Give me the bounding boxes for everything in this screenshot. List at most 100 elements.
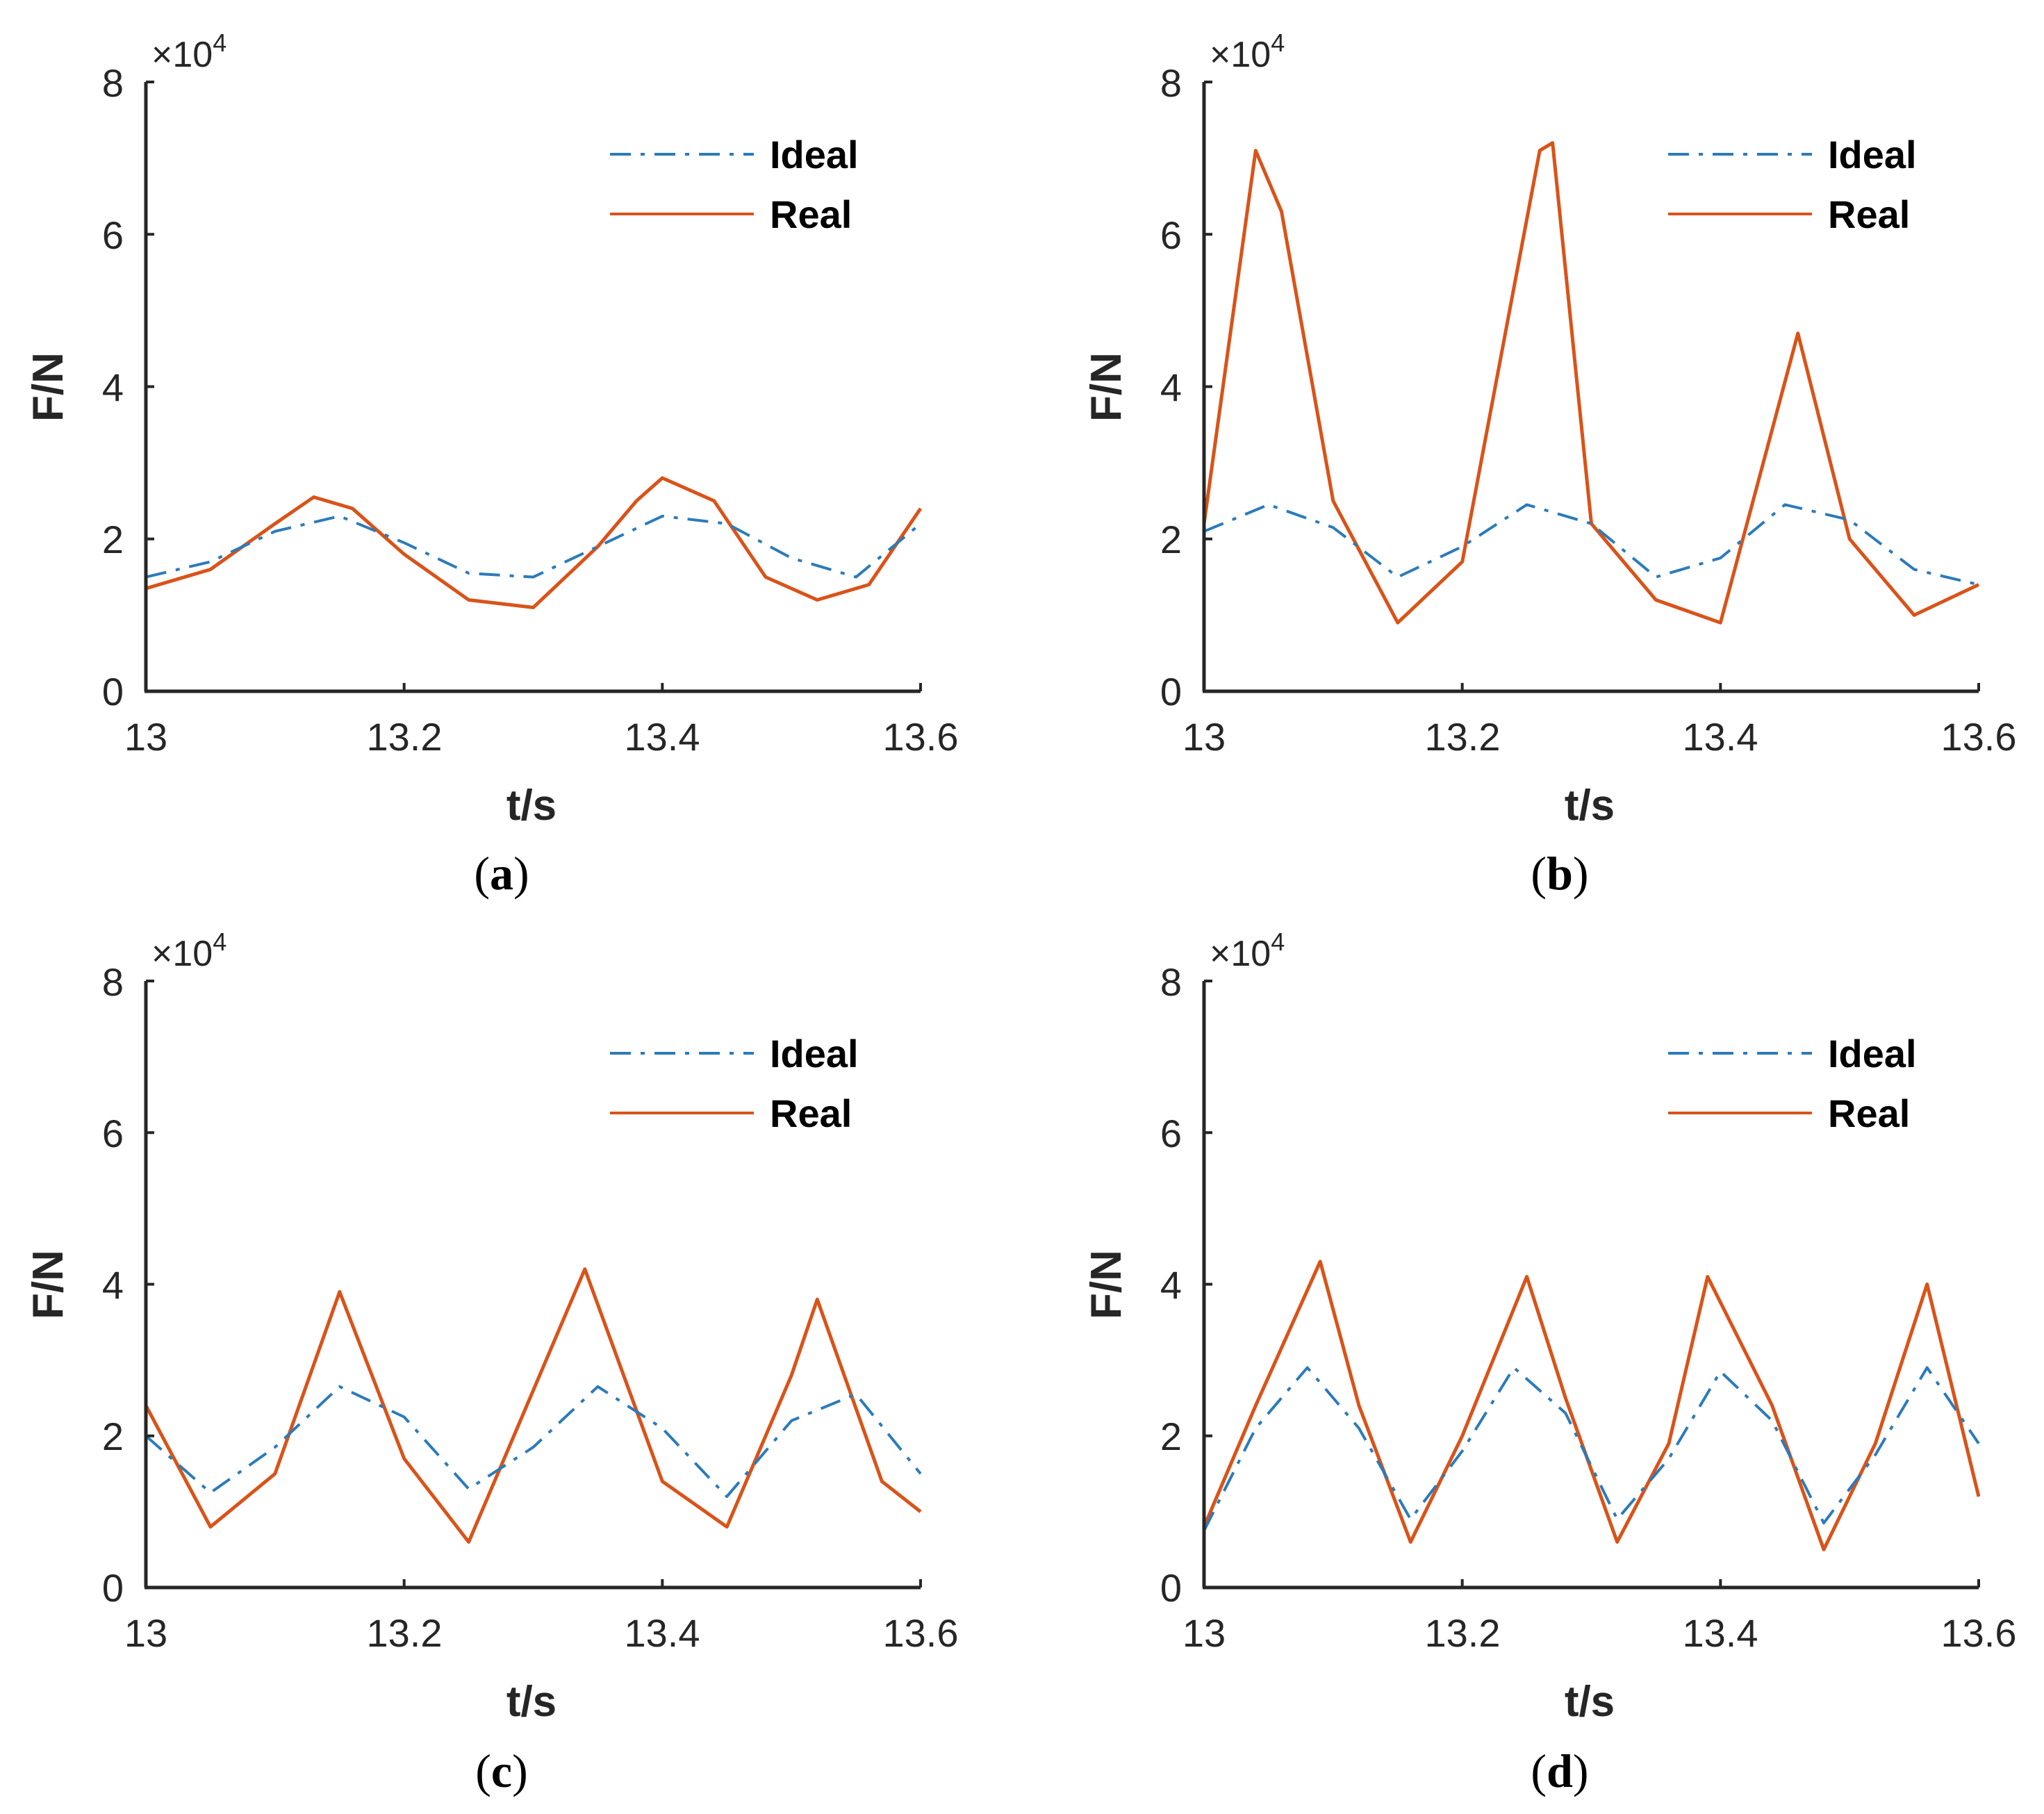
legend-d: Ideal Real	[1668, 1032, 1917, 1135]
y-multiplier-exp-d: 4	[1271, 927, 1285, 956]
ideal-line-b	[1203, 503, 1979, 586]
y-ticks-b	[1204, 81, 1212, 693]
x-tick-label-b-3: 13.6	[1941, 715, 2017, 759]
real-line-b	[1202, 141, 1980, 625]
panel-label-d-close: )	[1573, 1745, 1589, 1797]
panel-label-d-letter: d	[1547, 1745, 1573, 1797]
x-ticks-b	[1203, 683, 1980, 691]
y-multiplier-base-c: ×10	[151, 934, 213, 974]
ideal-series-b	[1203, 503, 1979, 586]
x-tick-label-d-2: 13.4	[1683, 1611, 1758, 1655]
panel-c: 0 2 4 6 8 13 13.2 13.4 13.6 ×104 F/N t/s…	[24, 927, 959, 1797]
panel-label-c-letter: c	[491, 1745, 512, 1797]
legend-a: Ideal Real	[610, 133, 859, 236]
x-axis-label-a: t/s	[506, 782, 557, 830]
y-axis-label-b: F/N	[1082, 352, 1130, 422]
ideal-series-c	[145, 1385, 922, 1499]
legend-b: Ideal Real	[1668, 133, 1917, 236]
y-tick-label-a-2: 4	[102, 365, 124, 409]
y-multiplier-exp-c: 4	[213, 927, 226, 956]
y-tick-label-a-0: 0	[102, 670, 124, 714]
panel-label-a-close: )	[513, 847, 529, 900]
panel-label-d: (d)	[1531, 1745, 1588, 1797]
real-series-d	[1202, 1260, 1981, 1551]
ideal-series-a	[145, 514, 922, 579]
x-axis-label-d: t/s	[1565, 1678, 1615, 1726]
x-tick-label-c-3: 13.6	[883, 1611, 959, 1655]
x-tick-label-a-0: 13	[124, 715, 167, 759]
panel-d: 0 2 4 6 8 13 13.2 13.4 13.6 ×104 F/N t/s…	[1082, 927, 2017, 1797]
ideal-line-c	[145, 1385, 922, 1499]
real-line-d	[1202, 1260, 1981, 1551]
x-ticks-c	[145, 1579, 922, 1588]
panel-label-a-letter: a	[490, 847, 513, 900]
y-tick-label-b-0: 0	[1160, 670, 1182, 714]
y-tick-label-b-2: 4	[1160, 365, 1182, 409]
y-multiplier-a: ×104	[151, 28, 226, 75]
legend-real-label-b: Real	[1828, 192, 1910, 236]
real-line-c	[144, 1267, 922, 1544]
x-axis-label-b: t/s	[1565, 782, 1615, 830]
panel-label-a-open: (	[474, 847, 490, 900]
legend-real-label-a: Real	[770, 192, 852, 236]
y-tick-label-c-2: 4	[102, 1263, 124, 1307]
panel-label-c: (c)	[475, 1745, 528, 1797]
y-multiplier-base-b: ×10	[1210, 35, 1271, 75]
x-tick-label-a-2: 13.4	[625, 715, 700, 759]
y-multiplier-base-d: ×10	[1210, 934, 1271, 974]
y-axis-label-d: F/N	[1082, 1250, 1130, 1319]
y-multiplier-base-a: ×10	[151, 35, 213, 75]
legend-ideal-label-b: Ideal	[1828, 133, 1917, 176]
y-multiplier-c: ×104	[151, 927, 226, 974]
x-tick-label-c-2: 13.4	[625, 1611, 700, 1655]
panel-a: 0 2 4 6 8 13 13.2 13.4 13.6 ×104 F/N t/s…	[24, 28, 959, 900]
legend-c: Ideal Real	[610, 1032, 859, 1135]
y-multiplier-exp-b: 4	[1271, 28, 1285, 57]
panel-label-c-open: (	[475, 1745, 491, 1797]
legend-real-label-c: Real	[770, 1091, 852, 1135]
x-tick-label-d-1: 13.2	[1425, 1611, 1501, 1655]
panel-b: 0 2 4 6 8 13 13.2 13.4 13.6 ×104 F/N t/s…	[1082, 28, 2017, 900]
y-tick-label-d-2: 4	[1160, 1263, 1182, 1307]
y-multiplier-d: ×104	[1210, 927, 1285, 974]
y-multiplier-exp-a: 4	[213, 28, 226, 57]
y-tick-label-c-3: 6	[102, 1112, 124, 1155]
panel-label-d-open: (	[1531, 1745, 1547, 1797]
y-ticks-d	[1204, 980, 1212, 1589]
y-tick-label-a-1: 2	[102, 518, 124, 561]
y-tick-label-b-3: 6	[1160, 213, 1182, 257]
y-axis-label-c: F/N	[24, 1250, 72, 1319]
panel-label-b-open: (	[1531, 847, 1547, 900]
x-tick-label-a-1: 13.2	[367, 715, 443, 759]
x-tick-label-d-0: 13	[1182, 1611, 1226, 1655]
legend-ideal-label-c: Ideal	[770, 1032, 859, 1075]
legend-ideal-label-a: Ideal	[770, 133, 859, 176]
ideal-line-a	[145, 514, 922, 579]
panel-label-b: (b)	[1531, 847, 1588, 900]
legend-real-label-d: Real	[1828, 1091, 1910, 1135]
x-axis-label-c: t/s	[506, 1678, 557, 1726]
y-tick-label-c-0: 0	[102, 1566, 124, 1610]
x-tick-label-d-3: 13.6	[1941, 1611, 2017, 1655]
y-tick-label-a-4: 8	[102, 61, 124, 105]
panel-label-a: (a)	[474, 847, 529, 900]
y-tick-label-b-1: 2	[1160, 518, 1182, 561]
ideal-line-d	[1203, 1366, 1980, 1532]
panel-label-b-close: )	[1573, 847, 1589, 900]
real-line-a	[145, 476, 923, 609]
x-tick-label-c-1: 13.2	[367, 1611, 443, 1655]
real-series-c	[144, 1267, 922, 1544]
y-tick-label-d-4: 8	[1160, 960, 1182, 1004]
panel-label-c-close: )	[512, 1745, 528, 1797]
real-series-a	[145, 476, 923, 609]
y-multiplier-b: ×104	[1210, 28, 1285, 75]
legend-ideal-label-d: Ideal	[1828, 1032, 1917, 1075]
panel-label-b-letter: b	[1547, 847, 1573, 900]
y-axis-label-a: F/N	[24, 352, 72, 422]
y-tick-label-a-3: 6	[102, 213, 124, 257]
y-tick-label-c-4: 8	[102, 960, 124, 1004]
x-ticks-a	[145, 683, 922, 691]
y-tick-label-b-4: 8	[1160, 61, 1182, 105]
y-tick-label-d-3: 6	[1160, 1112, 1182, 1155]
